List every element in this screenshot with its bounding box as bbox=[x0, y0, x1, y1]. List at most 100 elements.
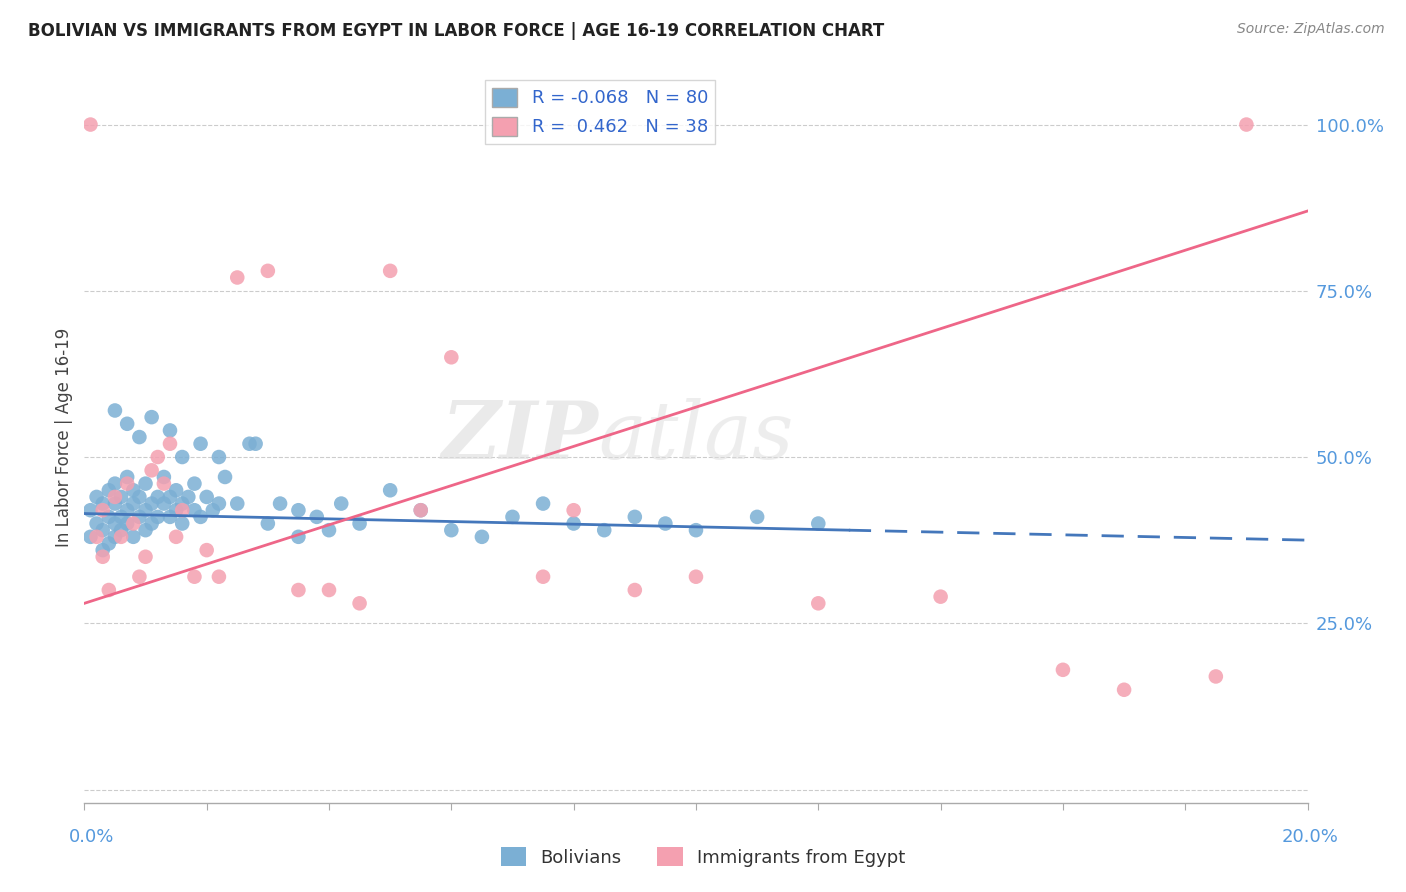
Point bbox=[624, 509, 647, 524]
Point bbox=[165, 530, 187, 544]
Point bbox=[172, 450, 194, 464]
Point bbox=[141, 497, 163, 511]
Text: atlas: atlas bbox=[598, 399, 793, 475]
Point bbox=[287, 530, 309, 544]
Point bbox=[502, 509, 524, 524]
Y-axis label: In Labor Force | Age 16-19: In Labor Force | Age 16-19 bbox=[55, 327, 73, 547]
Point bbox=[380, 483, 402, 498]
Point bbox=[624, 582, 647, 597]
Text: ZIP: ZIP bbox=[441, 399, 598, 475]
Point bbox=[97, 582, 120, 597]
Point bbox=[226, 270, 249, 285]
Point bbox=[110, 530, 132, 544]
Point bbox=[1114, 682, 1136, 697]
Point bbox=[807, 596, 830, 610]
Point bbox=[562, 503, 585, 517]
Point bbox=[214, 470, 236, 484]
Point bbox=[128, 570, 150, 584]
Point bbox=[531, 497, 554, 511]
Point bbox=[183, 503, 205, 517]
Point bbox=[195, 543, 218, 558]
Point bbox=[115, 470, 138, 484]
Point bbox=[195, 490, 218, 504]
Point bbox=[1236, 118, 1258, 132]
Point bbox=[287, 582, 309, 597]
Point bbox=[97, 509, 120, 524]
Point bbox=[471, 530, 494, 544]
Point bbox=[79, 118, 101, 132]
Point bbox=[135, 503, 157, 517]
Point bbox=[141, 516, 163, 531]
Point bbox=[79, 503, 101, 517]
Point bbox=[183, 570, 205, 584]
Point bbox=[91, 497, 114, 511]
Point bbox=[141, 463, 163, 477]
Point bbox=[1205, 669, 1227, 683]
Point bbox=[128, 430, 150, 444]
Point bbox=[153, 497, 176, 511]
Point bbox=[79, 530, 101, 544]
Point bbox=[349, 516, 371, 531]
Point bbox=[245, 436, 267, 450]
Point bbox=[208, 570, 231, 584]
Point bbox=[1052, 663, 1074, 677]
Point bbox=[165, 483, 187, 498]
Point bbox=[562, 516, 585, 531]
Point bbox=[97, 536, 120, 550]
Point bbox=[146, 450, 169, 464]
Point bbox=[97, 483, 120, 498]
Point bbox=[115, 417, 138, 431]
Point bbox=[238, 436, 260, 450]
Point bbox=[122, 530, 145, 544]
Legend: Bolivians, Immigrants from Egypt: Bolivians, Immigrants from Egypt bbox=[494, 840, 912, 874]
Point bbox=[110, 490, 132, 504]
Point bbox=[91, 523, 114, 537]
Point bbox=[172, 497, 194, 511]
Point bbox=[91, 549, 114, 564]
Point bbox=[318, 582, 340, 597]
Point bbox=[226, 497, 249, 511]
Point bbox=[201, 503, 224, 517]
Point bbox=[208, 497, 231, 511]
Point bbox=[104, 497, 127, 511]
Point bbox=[190, 436, 212, 450]
Point bbox=[135, 549, 157, 564]
Point bbox=[685, 523, 707, 537]
Point bbox=[593, 523, 616, 537]
Point bbox=[86, 516, 108, 531]
Point bbox=[190, 509, 212, 524]
Point bbox=[91, 543, 114, 558]
Point bbox=[440, 523, 463, 537]
Point bbox=[380, 264, 402, 278]
Point bbox=[159, 424, 181, 438]
Point bbox=[91, 503, 114, 517]
Point bbox=[159, 436, 181, 450]
Point bbox=[122, 516, 145, 531]
Text: BOLIVIAN VS IMMIGRANTS FROM EGYPT IN LABOR FORCE | AGE 16-19 CORRELATION CHART: BOLIVIAN VS IMMIGRANTS FROM EGYPT IN LAB… bbox=[28, 22, 884, 40]
Point bbox=[135, 476, 157, 491]
Point bbox=[409, 503, 432, 517]
Point bbox=[115, 503, 138, 517]
Point bbox=[153, 470, 176, 484]
Point bbox=[330, 497, 353, 511]
Point bbox=[159, 509, 181, 524]
Point bbox=[747, 509, 769, 524]
Point bbox=[122, 497, 145, 511]
Point bbox=[172, 516, 194, 531]
Point bbox=[409, 503, 432, 517]
Point bbox=[86, 530, 108, 544]
Point bbox=[159, 490, 181, 504]
Point bbox=[172, 503, 194, 517]
Point bbox=[654, 516, 676, 531]
Point bbox=[269, 497, 291, 511]
Text: 20.0%: 20.0% bbox=[1282, 828, 1339, 846]
Point bbox=[287, 503, 309, 517]
Point bbox=[305, 509, 328, 524]
Point bbox=[183, 476, 205, 491]
Point bbox=[115, 476, 138, 491]
Point bbox=[104, 403, 127, 417]
Point bbox=[104, 490, 127, 504]
Point bbox=[104, 476, 127, 491]
Point bbox=[929, 590, 952, 604]
Point bbox=[257, 264, 280, 278]
